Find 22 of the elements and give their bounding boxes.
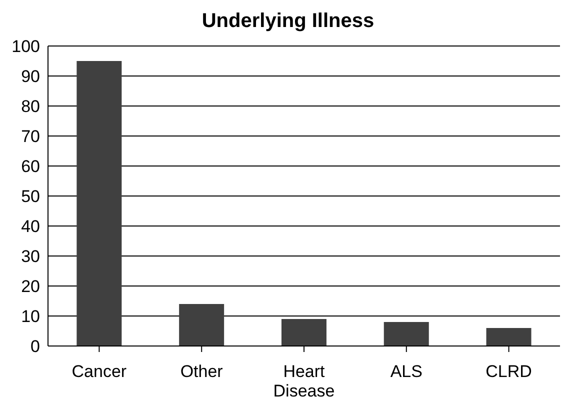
bar — [76, 61, 122, 346]
y-tick-label: 100 — [12, 37, 40, 56]
bar — [384, 322, 429, 346]
y-tick-label: 0 — [30, 337, 40, 356]
x-tick-label: Cancer — [72, 362, 127, 381]
y-tick-label: 60 — [21, 157, 40, 176]
y-tick-label: 30 — [21, 247, 40, 266]
x-tick-label: Other — [180, 362, 224, 381]
y-tick-label: 10 — [21, 307, 40, 326]
y-tick-label: 80 — [21, 97, 40, 116]
x-tick-label: ALS — [390, 362, 422, 381]
x-tick-label: Heart Disease — [273, 362, 335, 401]
chart-title: Underlying Illness — [202, 10, 374, 32]
y-tick-label: 20 — [21, 277, 40, 296]
y-tick-label: 90 — [21, 67, 40, 86]
y-tick-label: 50 — [21, 187, 40, 206]
bar — [179, 304, 224, 346]
bar — [486, 328, 532, 346]
x-tick-label: CLRD — [486, 362, 532, 381]
bar — [281, 319, 326, 346]
y-tick-label: 70 — [21, 127, 40, 146]
y-tick-label: 40 — [21, 217, 40, 236]
